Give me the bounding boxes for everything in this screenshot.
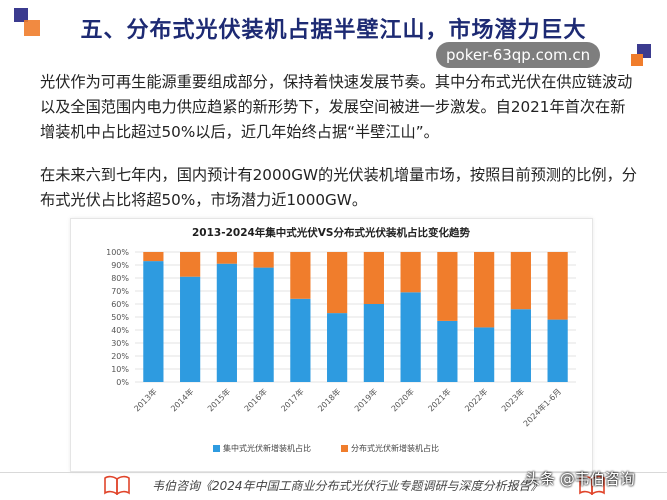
bar-distributed [363, 252, 384, 304]
x-tick-label: 2015年 [205, 386, 232, 413]
y-tick-label: 60% [111, 300, 129, 309]
bar-centralized [290, 298, 311, 382]
chart-card: 2013-2024年集中式光伏VS分布式光伏装机占比变化趋势 0% 10% 20% 3… [70, 218, 593, 472]
source-citation: 韦伯咨询《2024年中国工商业分布式光伏行业专题调研与深度分析报告》 [152, 479, 543, 493]
legend-label-distributed: 分布式光伏新增装机占比 [351, 443, 439, 453]
footer-divider [0, 472, 667, 473]
legend-swatch-distributed [341, 445, 348, 452]
bar-centralized [363, 304, 384, 382]
y-tick-label: 30% [111, 339, 129, 348]
chart-title: 2013-2024年集中式光伏VS分布式光伏装机占比变化趋势 [192, 226, 470, 239]
y-tick-label: 40% [111, 326, 129, 335]
x-tick-label: 2019年 [352, 386, 379, 413]
deco-square-orange [631, 54, 643, 66]
x-tick-label: 2023年 [499, 386, 526, 413]
bar-centralized [327, 313, 348, 382]
book-icon [104, 475, 130, 495]
deco-square-orange [24, 20, 40, 36]
x-tick-label: 2017年 [279, 386, 306, 413]
bar-centralized [547, 319, 568, 382]
legend-swatch-centralized [213, 445, 220, 452]
bar-centralized [253, 267, 274, 382]
bar-distributed [327, 252, 348, 314]
y-tick-label: 20% [111, 352, 129, 361]
x-tick-label: 2020年 [389, 386, 416, 413]
bar-centralized [180, 276, 201, 382]
bar-centralized [400, 292, 421, 382]
bar-distributed [437, 252, 458, 321]
y-tick-label: 100% [106, 248, 129, 257]
x-tick-label: 2022年 [462, 386, 489, 413]
bar-distributed [180, 252, 201, 277]
legend-label-centralized: 集中式光伏新增装机占比 [223, 443, 311, 453]
bar-distributed [400, 252, 421, 293]
y-tick-label: 10% [111, 365, 129, 374]
bar-centralized [437, 320, 458, 382]
corner-decoration-right [627, 44, 651, 68]
bar-centralized [510, 309, 531, 382]
bar-distributed [547, 252, 568, 320]
page-title: 五、分布式光伏装机占据半壁江山，市场潜力巨大 [80, 18, 587, 43]
author-badge: 头条 @韦伯咨询 [525, 470, 635, 488]
y-tick-label: 0% [116, 378, 129, 387]
bar-distributed [290, 252, 311, 299]
x-tick-label: 2016年 [242, 386, 269, 413]
deco-square-blue [14, 8, 28, 22]
y-tick-label: 70% [111, 287, 129, 296]
book-icon [579, 475, 605, 495]
stacked-bar-chart: 2013-2024年集中式光伏VS分布式光伏装机占比变化趋势 0% 10% 20% 3… [106, 226, 576, 453]
bar-distributed [216, 252, 237, 264]
x-tick-label: 2013年 [132, 386, 159, 413]
watermark-badge: poker-63qp.com.cn [436, 42, 601, 68]
corner-decoration [14, 8, 40, 38]
bar-distributed [510, 252, 531, 310]
intro-paragraph: 光伏作为可再生能源重要组成部分，保持着快速发展节奏。其中分布式光伏在供应链波动以… [40, 73, 633, 141]
bar-centralized [474, 327, 495, 382]
y-tick-label: 80% [111, 274, 129, 283]
x-tick-label: 2018年 [315, 386, 342, 413]
x-tick-label: 2014年 [168, 386, 195, 413]
bar-distributed [253, 252, 274, 268]
y-tick-label: 50% [111, 313, 129, 322]
bar-distributed [474, 252, 495, 328]
bar-centralized [216, 263, 237, 382]
bar-centralized [143, 261, 164, 382]
forecast-paragraph: 在未来六到七年内，国内预计有2000GW的光伏装机增量市场，按照目前预测的比例，… [40, 166, 637, 209]
x-tick-label: 2024年1-6月 [521, 386, 563, 428]
bar-distributed [143, 252, 164, 262]
x-tick-label: 2021年 [426, 386, 453, 413]
y-tick-label: 90% [111, 261, 129, 270]
